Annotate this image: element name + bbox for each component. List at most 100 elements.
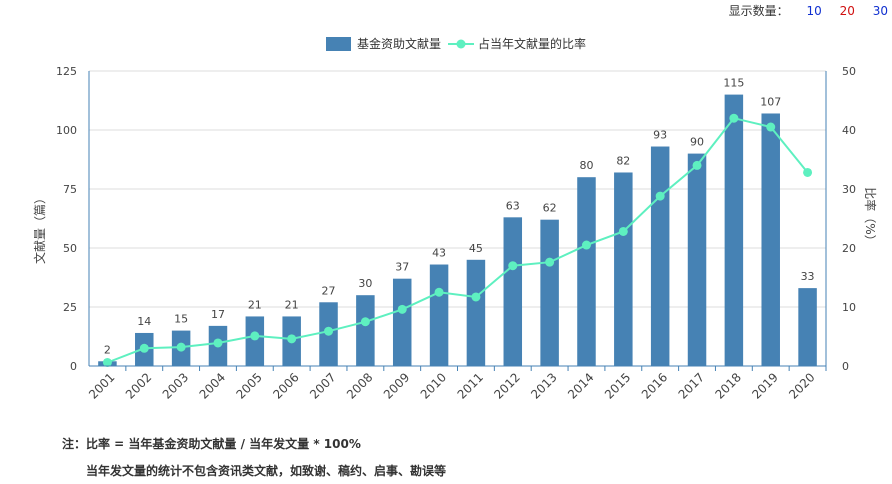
y-tick-label: 75: [63, 183, 77, 196]
bar-value-label: 90: [690, 136, 704, 149]
bar-value-label: 37: [395, 261, 409, 274]
ratio-point: [508, 261, 518, 271]
ratio-point: [803, 167, 813, 177]
ratio-line: [107, 117, 809, 364]
display-count-option-30[interactable]: 30: [872, 4, 888, 18]
bar: [687, 153, 707, 366]
ratio-point: [250, 331, 260, 341]
ratio-point: [655, 191, 665, 201]
bar-value-label: 62: [543, 202, 557, 215]
bar: [761, 113, 780, 366]
legend-line-label[interactable]: 占当年文献量的比率: [478, 36, 586, 51]
ratio-point: [139, 343, 149, 353]
bar-series: [98, 94, 817, 366]
y2-tick-label: 0: [842, 360, 849, 373]
bar-data-labels: 2 14 15 17 21 21 27 30 37 43 45 63 62 80 82 93 90 115 107 3…: [104, 77, 815, 357]
legend-bar-label[interactable]: 基金资助文献量: [357, 36, 441, 51]
ratio-point: [397, 304, 407, 314]
y2-tick-label: 30: [842, 183, 856, 196]
bar-value-label: 33: [801, 270, 815, 283]
bar-value-label: 27: [322, 284, 336, 297]
bar-value-label: 43: [432, 247, 446, 260]
x-tick-label: 2016: [639, 370, 670, 401]
bar: [540, 219, 559, 366]
ratio-point: [471, 292, 481, 302]
x-tick-label: 2014: [565, 370, 596, 401]
x-tick-label: 2008: [344, 370, 375, 401]
x-tick-label: 2003: [160, 370, 191, 401]
display-count-control: 显示数量： 10 20 30: [729, 2, 888, 19]
x-tick-label: 2002: [123, 370, 154, 401]
y-tick-label: 0: [70, 360, 77, 373]
x-tick-label: 2010: [418, 370, 449, 401]
bar: [245, 316, 265, 366]
ratio-point: [729, 113, 739, 123]
x-tick-label: 2001: [86, 370, 117, 401]
ratio-point: [581, 240, 591, 250]
funding-chart: 基金资助文献量 占当年文献量的比率 2 14 15 17 21 21 27 30 37 43 45 6…: [32, 36, 878, 402]
bar: [503, 217, 523, 366]
bar-value-label: 93: [653, 129, 667, 142]
y-tick-label: 50: [63, 242, 77, 255]
bar-value-label: 30: [358, 277, 372, 290]
x-tick-label: 2006: [270, 370, 301, 401]
bar-value-label: 17: [211, 308, 225, 321]
x-tick-label: 2007: [307, 370, 338, 401]
ratio-point: [434, 287, 444, 297]
bar-value-label: 14: [137, 315, 151, 328]
ratio-series: [102, 113, 813, 367]
bar-value-label: 45: [469, 242, 483, 255]
bar-value-label: 63: [506, 199, 520, 212]
y-tick-label: 125: [56, 65, 77, 78]
legend-line-marker: [456, 39, 466, 49]
y2-tick-label: 40: [842, 124, 856, 137]
bar: [650, 146, 670, 366]
bar: [614, 172, 633, 366]
footnote-ratio-definition: 注：比率 = 当年基金资助文献量 / 当年发文量 * 100%: [62, 437, 361, 451]
y2-tick-label: 20: [842, 242, 856, 255]
x-tick-label: 2013: [528, 370, 559, 401]
legend-bar-swatch[interactable]: [326, 37, 351, 51]
ratio-point: [324, 326, 334, 336]
bar: [466, 259, 486, 366]
footnote-exclusion: 当年发文量的统计不包含资讯类文献，如致谢、稿约、启事、勘误等: [86, 464, 447, 478]
bar: [392, 278, 412, 366]
y2-tick-label: 50: [842, 65, 856, 78]
bar: [798, 288, 817, 366]
y-tick-label: 100: [56, 124, 77, 137]
ratio-point: [766, 122, 776, 132]
bar-value-label: 115: [723, 77, 744, 90]
bar-value-label: 15: [174, 313, 188, 326]
x-tick-label: 2019: [749, 370, 780, 401]
bar-value-label: 107: [760, 95, 781, 108]
bar-value-label: 82: [616, 154, 630, 167]
bar: [577, 177, 596, 366]
grid-lines: [89, 70, 826, 367]
bar: [429, 264, 449, 366]
ratio-point: [545, 257, 555, 267]
bar: [356, 295, 375, 366]
bar-value-label: 21: [248, 298, 262, 311]
bar-value-label: 21: [285, 298, 299, 311]
x-tick-label: 2012: [491, 370, 522, 401]
x-tick-label: 2020: [786, 370, 817, 401]
display-count-option-20[interactable]: 20: [839, 4, 855, 18]
x-tick-label: 2017: [676, 370, 707, 401]
x-tick-label: 2009: [381, 370, 412, 401]
y-tick-label: 25: [63, 301, 77, 314]
x-tick-label: 2011: [455, 370, 486, 401]
bar-value-label: 80: [579, 159, 593, 172]
x-tick-label: 2004: [197, 370, 228, 401]
ratio-point: [287, 334, 297, 344]
x-tick-label: 2018: [712, 370, 743, 401]
display-count-label: 显示数量：: [728, 4, 789, 18]
ratio-point: [176, 342, 186, 352]
y2-axis-title: 比率（%）: [863, 187, 878, 246]
bar-value-label: 2: [104, 343, 111, 356]
display-count-option-10[interactable]: 10: [806, 4, 822, 18]
y2-tick-label: 10: [842, 301, 856, 314]
ratio-point: [692, 160, 702, 170]
chart-legend: 基金资助文献量 占当年文献量的比率: [326, 36, 586, 51]
y-axis-title: 文献量（篇）: [32, 192, 47, 264]
ratio-point: [360, 317, 370, 327]
